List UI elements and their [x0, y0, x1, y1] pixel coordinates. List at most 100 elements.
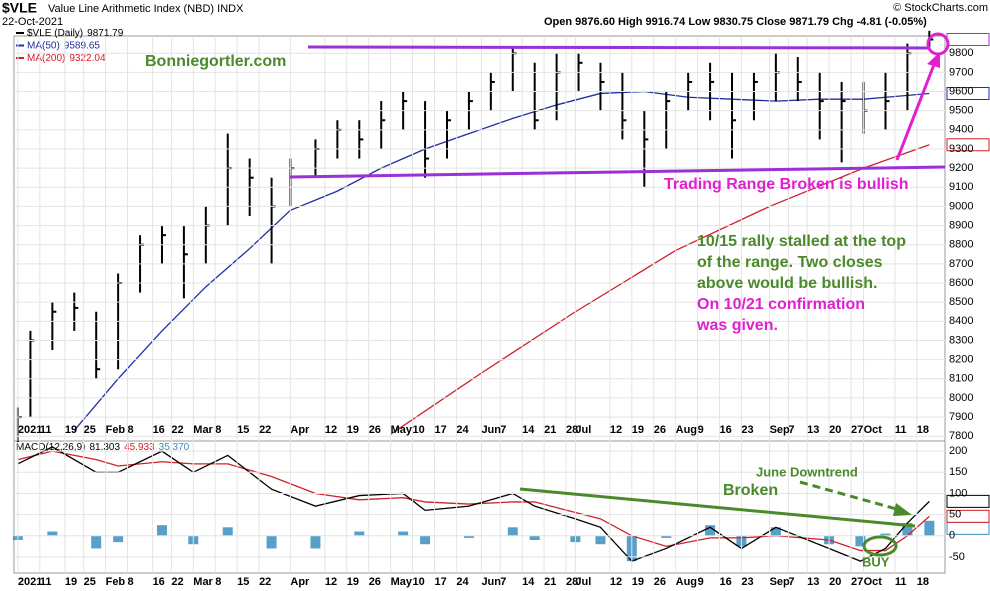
- x-tick-label: 22: [259, 424, 271, 436]
- y-tick-label: 7900: [949, 411, 973, 423]
- x-tick-label: 7: [788, 424, 794, 436]
- x-tick-label: Oct: [864, 576, 883, 588]
- y-tick-label: 9300: [949, 143, 973, 155]
- x-tick-label: 14: [522, 424, 535, 436]
- value-box: [946, 494, 990, 508]
- y-tick-label: 8700: [949, 258, 973, 270]
- x-tick-label: 8: [128, 576, 134, 588]
- legend-name: $VLE (Daily): [27, 28, 83, 39]
- y-tick-label: 100: [949, 487, 967, 499]
- x-tick-label: 15: [237, 424, 249, 436]
- value-box: [946, 138, 990, 152]
- x-tick-label: 24: [456, 576, 469, 588]
- histogram-bar: [222, 527, 233, 536]
- y-tick-label: 9500: [949, 105, 973, 117]
- x-tick-label: 19: [632, 576, 644, 588]
- histogram-bar: [354, 531, 365, 536]
- source: © StockCharts.com: [893, 2, 988, 14]
- histogram-bar: [91, 535, 102, 549]
- trend-line: [519, 487, 916, 528]
- range-bottom: [289, 165, 946, 179]
- arrow: [895, 61, 937, 161]
- x-tick-label: 17: [434, 424, 446, 436]
- legend-value: 9871.79: [87, 28, 124, 39]
- annotation: June Downtrend: [756, 464, 858, 479]
- histogram-bar: [902, 523, 913, 536]
- histogram-bar: [463, 535, 474, 538]
- legend-value: 81.303: [89, 442, 120, 453]
- quote-item: Open 9876.60: [544, 16, 615, 28]
- x-tick-label: 8: [128, 424, 134, 436]
- y-tick-label: 9200: [949, 162, 973, 174]
- x-tick-label: 11: [40, 576, 52, 588]
- x-tick-label: 15: [237, 576, 249, 588]
- y-tick-label: 9000: [949, 200, 973, 212]
- arrow-head: [893, 503, 912, 516]
- y-tick-label: 8400: [949, 315, 973, 327]
- legend-value: 9589.65: [64, 40, 101, 51]
- value-box: [946, 509, 990, 523]
- x-tick-label: 9: [698, 424, 704, 436]
- histogram-bar: [507, 527, 518, 536]
- x-tick-label: 11: [895, 576, 907, 588]
- x-tick-label: 26: [654, 424, 666, 436]
- x-tick-label: 28: [566, 576, 578, 588]
- x-tick-label: 20: [829, 576, 841, 588]
- buy-circle: [862, 535, 898, 557]
- x-tick-label: 2021: [18, 424, 42, 436]
- y-tick-label: 9600: [949, 85, 973, 97]
- y-tick-label: 8500: [949, 296, 973, 308]
- y-tick-label: -50: [949, 551, 965, 563]
- x-tick-label: Sep: [770, 576, 790, 588]
- y-tick-label: 8100: [949, 373, 973, 385]
- date: 22-Oct-2021: [2, 16, 63, 28]
- legend-value: 9322.04: [69, 53, 106, 64]
- x-tick-label: 14: [522, 576, 535, 588]
- histogram-bar: [156, 525, 167, 536]
- arrow-head: [927, 52, 940, 68]
- x-tick-label: May: [391, 576, 413, 588]
- y-tick-label: 50: [949, 509, 961, 521]
- x-tick-label: 10: [413, 424, 425, 436]
- x-tick-label: 21: [544, 576, 556, 588]
- x-tick-label: 9: [698, 576, 704, 588]
- x-tick-label: Mar: [193, 576, 213, 588]
- x-tick-label: 18: [917, 576, 929, 588]
- x-tick-label: 23: [741, 576, 753, 588]
- histogram-bar: [398, 531, 409, 536]
- subtitle: Value Line Arithmetic Index (NBD) INDX: [48, 3, 244, 15]
- annotation: On 10/21 confirmation: [697, 296, 865, 313]
- x-tick-label: 19: [65, 576, 77, 588]
- histogram-bar: [595, 535, 606, 545]
- annotation: Bonniegortler.com: [145, 53, 286, 70]
- x-tick-label: 16: [719, 576, 731, 588]
- x-tick-label: 10: [413, 576, 425, 588]
- x-tick-label: 27: [851, 576, 863, 588]
- y-tick-label: 7800: [949, 430, 973, 442]
- x-tick-label: 19: [347, 576, 359, 588]
- y-tick-label: 150: [949, 466, 967, 478]
- x-tick-label: 16: [719, 424, 731, 436]
- histogram-bar: [855, 535, 866, 547]
- histogram-bar: [770, 527, 781, 536]
- annotation: BUY: [862, 554, 890, 569]
- annotation: Broken: [723, 482, 778, 499]
- x-tick-label: Aug: [676, 576, 697, 588]
- histogram-bar: [705, 525, 716, 536]
- y-tick-label: 8300: [949, 334, 973, 346]
- range-top: [307, 45, 931, 50]
- x-tick-label: 12: [610, 424, 622, 436]
- x-tick-label: 17: [434, 576, 446, 588]
- x-tick-label: Feb: [106, 424, 126, 436]
- x-tick-label: Apr: [290, 424, 310, 436]
- x-tick-label: 12: [610, 576, 622, 588]
- x-tick-label: 25: [84, 576, 96, 588]
- x-tick-label: Sep: [770, 424, 790, 436]
- histogram-bar: [924, 520, 935, 536]
- quote-item: Close 9871.79: [756, 16, 829, 28]
- x-tick-label: Aug: [676, 424, 697, 436]
- annotation: of the range. Two closes: [697, 254, 883, 271]
- y-tick-label: 200: [949, 445, 967, 457]
